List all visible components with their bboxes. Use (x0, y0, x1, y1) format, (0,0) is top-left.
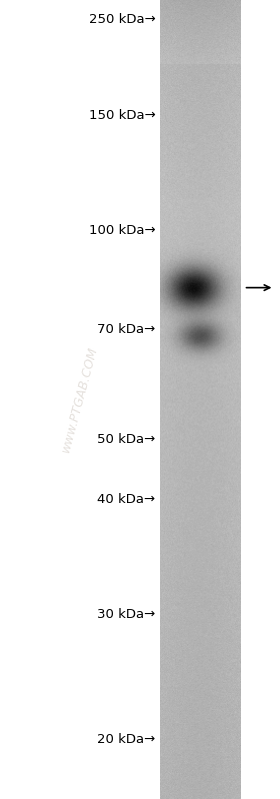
Text: 40 kDa→: 40 kDa→ (97, 493, 155, 506)
Text: 20 kDa→: 20 kDa→ (97, 733, 155, 746)
Text: 250 kDa→: 250 kDa→ (89, 14, 155, 26)
Text: 150 kDa→: 150 kDa→ (89, 109, 155, 121)
Text: www.PTGAB.COM: www.PTGAB.COM (59, 345, 100, 454)
Text: 100 kDa→: 100 kDa→ (89, 224, 155, 237)
Text: 50 kDa→: 50 kDa→ (97, 433, 155, 446)
Text: 30 kDa→: 30 kDa→ (97, 608, 155, 621)
Text: 70 kDa→: 70 kDa→ (97, 324, 155, 336)
